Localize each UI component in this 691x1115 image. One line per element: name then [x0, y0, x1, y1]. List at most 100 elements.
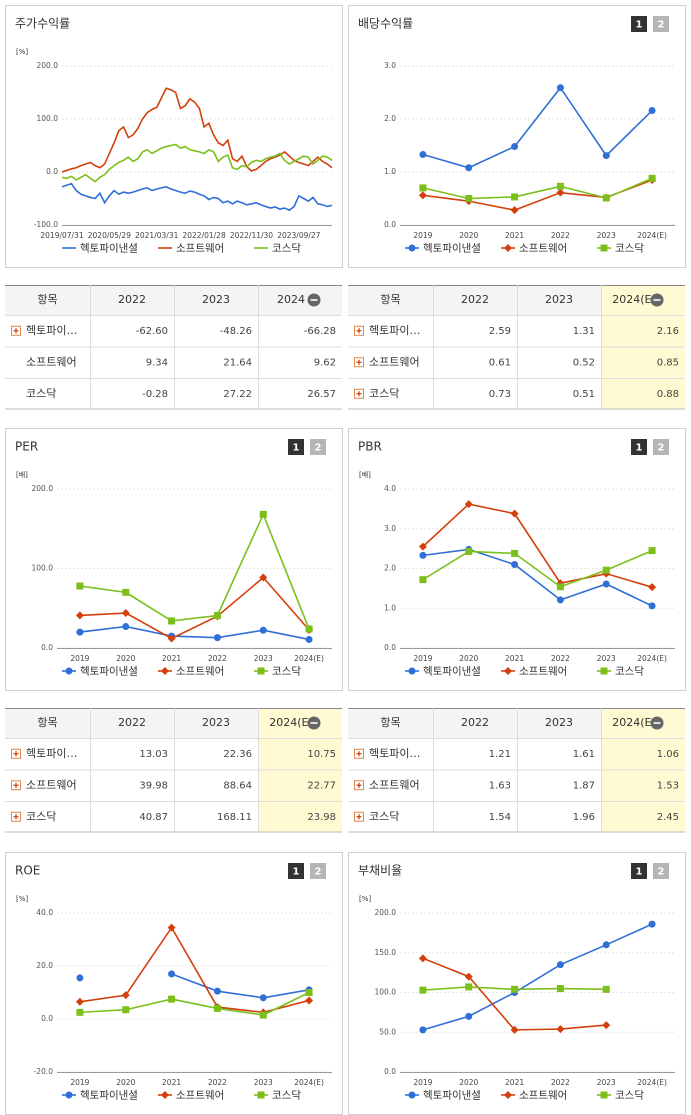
x-tick-label: 2020: [116, 654, 135, 663]
chart-title: 부채비율: [358, 864, 402, 878]
unit-label: [배]: [16, 470, 28, 479]
y-tick-label: 100.0: [375, 988, 397, 997]
page-button[interactable]: [631, 863, 647, 879]
unit-label: [%]: [359, 895, 371, 903]
y-tick-label: 3.0: [384, 524, 396, 533]
marker: [602, 566, 610, 574]
marker: [305, 989, 313, 996]
marker: [305, 635, 313, 643]
y-tick-label: 200.0: [37, 61, 59, 70]
table-header: 2022: [118, 293, 146, 306]
marker: [76, 582, 84, 590]
x-tick-label: 2019: [413, 231, 432, 240]
marker: [259, 626, 267, 634]
expand-icon-plus: [13, 328, 19, 334]
panel: [5, 852, 343, 1115]
cell-value: 0.51: [573, 389, 595, 400]
table-header: 2023: [202, 716, 230, 729]
page-button-label: 1: [636, 20, 643, 31]
table-header: 2024(E): [612, 716, 656, 729]
marker: [648, 583, 657, 592]
page-button[interactable]: [310, 439, 326, 455]
page-button[interactable]: [653, 863, 669, 879]
marker: [419, 551, 427, 559]
page-button[interactable]: [631, 16, 647, 32]
series-line: [79, 576, 310, 640]
page-button[interactable]: [653, 439, 669, 455]
row-name: 헥토파이…: [26, 747, 77, 760]
page-button[interactable]: [653, 16, 669, 32]
row-name: 헥토파이…: [26, 324, 77, 337]
marker: [600, 244, 608, 252]
page-button-label: 2: [658, 867, 665, 878]
marker: [419, 1026, 427, 1034]
cell-value: 1.96: [573, 812, 595, 823]
page-button[interactable]: [631, 439, 647, 455]
series-line: [422, 549, 653, 588]
table-header: 2024(E): [269, 716, 313, 729]
x-tick-label: 2022: [551, 231, 570, 240]
table-header: 항목: [37, 293, 57, 306]
cell-value: 1.31: [573, 326, 595, 337]
series-line: [422, 548, 653, 607]
marker: [602, 985, 610, 993]
marker: [465, 547, 473, 555]
expand-icon-plus: [356, 359, 362, 365]
marker: [259, 573, 268, 582]
series-line: [422, 923, 653, 1031]
marker: [602, 1021, 611, 1030]
marker: [75, 997, 84, 1006]
row-name: 헥토파이…: [369, 747, 420, 760]
cell-value: 1.21: [489, 749, 511, 760]
cell-value: -0.28: [142, 389, 168, 400]
marker: [602, 580, 610, 588]
legend-label: 헥토파이낸셜: [80, 243, 138, 255]
marker: [648, 547, 656, 555]
cell-value: 88.64: [223, 780, 252, 791]
cell-value: 39.98: [139, 780, 168, 791]
marker: [257, 667, 265, 675]
page-button[interactable]: [288, 863, 304, 879]
marker: [511, 193, 519, 201]
marker: [556, 188, 565, 197]
x-tick-label: 2022: [551, 654, 570, 663]
chart-title: PER: [15, 440, 38, 454]
row-name: 소프트웨어: [26, 778, 77, 791]
y-tick-label: 150.0: [375, 948, 397, 957]
table-header: 2022: [461, 293, 489, 306]
cell-value: 0.52: [573, 357, 595, 368]
panel: [348, 852, 686, 1115]
marker: [408, 1091, 416, 1099]
y-tick-label: 0.0: [384, 220, 396, 229]
marker: [648, 602, 656, 610]
legend-label: 소프트웨어: [519, 666, 567, 678]
marker: [556, 596, 564, 604]
marker: [168, 995, 176, 1003]
legend-label: 소프트웨어: [176, 243, 224, 255]
table-header: 2022: [118, 716, 146, 729]
marker: [465, 1012, 473, 1020]
cell-value: 1.61: [573, 749, 595, 760]
expand-icon-plus: [356, 782, 362, 788]
series-line: [171, 973, 310, 999]
expand-icon-plus: [356, 814, 362, 820]
marker: [465, 164, 473, 172]
row-name: 소프트웨어: [369, 355, 420, 368]
marker: [464, 500, 473, 509]
marker: [257, 1091, 265, 1099]
marker: [418, 954, 427, 963]
page-button-label: 1: [293, 867, 300, 878]
marker: [76, 974, 84, 982]
marker: [259, 1011, 267, 1019]
marker: [305, 625, 313, 633]
page-button[interactable]: [288, 439, 304, 455]
cell-value: 0.73: [489, 389, 511, 400]
marker: [556, 182, 564, 190]
cell-value: -62.60: [136, 326, 168, 337]
page-button[interactable]: [310, 863, 326, 879]
expand-icon-plus: [13, 782, 19, 788]
x-tick-label: 2024(E): [637, 1078, 667, 1087]
marker: [556, 961, 564, 969]
cell-value: 10.75: [307, 749, 336, 760]
marker: [504, 1091, 512, 1099]
